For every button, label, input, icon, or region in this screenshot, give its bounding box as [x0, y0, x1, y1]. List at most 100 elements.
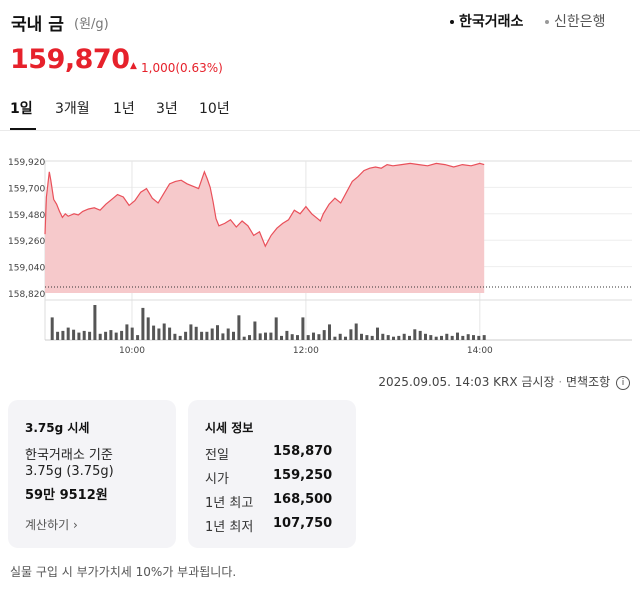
calculate-link[interactable]: 계산하기 ›	[25, 516, 78, 533]
volume-bar	[152, 325, 156, 340]
volume-bar	[114, 332, 118, 340]
info-value-prev: 158,870	[273, 444, 333, 459]
volume-bar	[418, 330, 422, 340]
volume-bar	[328, 324, 331, 340]
up-arrow-icon: ▲	[130, 61, 137, 71]
volume-bar	[125, 324, 129, 340]
source-tab-shinhan[interactable]: 신한은행	[545, 11, 606, 31]
volume-bar	[168, 327, 172, 340]
info-label-high: 1년 최고	[205, 496, 254, 511]
price-info-title: 시세 정보	[205, 421, 254, 435]
page-title: 국내 금	[11, 15, 64, 35]
volume-bar	[466, 334, 470, 340]
volume-bar	[56, 331, 60, 340]
x-tick-label: 10:00	[119, 346, 145, 356]
price-change: 1,000(0.63%)	[141, 61, 223, 75]
volume-bar	[109, 330, 113, 340]
volume-bar	[130, 327, 134, 340]
y-tick-label: 158,820	[8, 290, 45, 300]
timestamp: 2025.09.05. 14:03 KRX 금시장	[378, 375, 555, 389]
volume-bar	[365, 335, 369, 340]
current-price: 159,870	[10, 44, 130, 75]
info-value-open: 159,250	[273, 468, 333, 483]
source-tab-label: 한국거래소	[459, 14, 524, 30]
conversion-weight: 3.75g (3.75g)	[25, 464, 114, 479]
volume-bar	[120, 330, 124, 340]
y-tick-label: 159,920	[8, 158, 45, 168]
volume-bar	[301, 317, 305, 340]
volume-bar	[408, 335, 411, 340]
y-tick-label: 159,700	[8, 184, 45, 194]
volume-bar	[173, 333, 177, 340]
volume-bar	[141, 307, 145, 340]
volume-bar	[381, 333, 385, 340]
info-label-prev: 전일	[205, 448, 229, 463]
unit-label: (원/g)	[74, 17, 109, 32]
tab-1y[interactable]: 1년	[113, 101, 135, 117]
volume-bar	[285, 330, 289, 340]
source-tab-krx[interactable]: 한국거래소	[450, 11, 523, 31]
y-tick-label: 159,260	[8, 237, 45, 247]
tab-3m[interactable]: 3개월	[55, 101, 90, 117]
volume-bar	[461, 335, 465, 340]
volume-bar	[402, 333, 406, 340]
volume-bar	[397, 335, 401, 340]
volume-bar	[146, 317, 150, 340]
volume-bar	[386, 335, 390, 340]
info-value-high: 168,500	[273, 492, 333, 507]
volume-bar	[445, 333, 449, 340]
volume-bar	[434, 336, 438, 340]
price-chart[interactable]: 159,920 159,700 159,480 159,260 159,040 158,8…	[0, 147, 640, 357]
volume-bar	[333, 336, 337, 340]
volume-bar	[370, 335, 374, 340]
volume-bar	[72, 329, 76, 340]
volume-bar	[413, 329, 417, 340]
volume-bar	[189, 324, 193, 340]
volume-bar	[210, 328, 214, 340]
volume-bar	[93, 305, 97, 340]
volume-bar	[424, 333, 427, 340]
volume-bar	[205, 331, 209, 340]
change-percent: (0.63%)	[175, 61, 223, 75]
volume-bar	[104, 331, 108, 340]
volume-bar	[264, 332, 267, 340]
volume-bar	[77, 332, 81, 340]
volume-bar	[50, 317, 54, 340]
tab-10y[interactable]: 10년	[199, 101, 230, 117]
volume-bar	[136, 335, 140, 340]
disclaimer-link[interactable]: 면책조항	[566, 375, 611, 389]
x-tick-label: 14:00	[467, 346, 493, 356]
volume-bar	[482, 335, 486, 340]
volume-bar	[248, 335, 251, 340]
info-icon[interactable]: i	[616, 375, 630, 390]
volume-bar	[290, 334, 294, 340]
volume-bar	[472, 335, 475, 340]
bullet-icon	[450, 20, 454, 24]
volume-bar	[376, 327, 379, 340]
volume-bar	[162, 323, 166, 340]
volume-bar	[61, 330, 65, 340]
source-tab-label: 신한은행	[554, 14, 606, 30]
volume-bar	[440, 335, 443, 340]
volume-bar	[226, 328, 230, 340]
chart-meta: 2025.09.05. 14:03 KRX 금시장 · 면책조항 i	[378, 373, 630, 390]
volume-bar	[98, 333, 102, 340]
tab-3y[interactable]: 3년	[156, 101, 178, 117]
volume-bar	[354, 323, 358, 340]
volume-bar	[88, 331, 92, 340]
volume-bar	[456, 332, 459, 340]
volume-bar	[258, 333, 262, 340]
change-amount: 1,000	[141, 61, 176, 75]
volume-bar	[450, 335, 454, 340]
volume-bar	[360, 333, 363, 340]
volume-bar	[477, 335, 481, 340]
volume-bar	[216, 325, 219, 340]
volume-bar	[306, 335, 310, 340]
volume-bar	[338, 333, 342, 340]
active-tab-indicator	[10, 128, 36, 130]
volume-bar	[274, 317, 278, 340]
tab-1d[interactable]: 1일	[10, 101, 33, 117]
volume-bar	[312, 332, 315, 340]
calculate-label: 계산하기	[25, 518, 70, 532]
volume-bar	[184, 331, 188, 340]
